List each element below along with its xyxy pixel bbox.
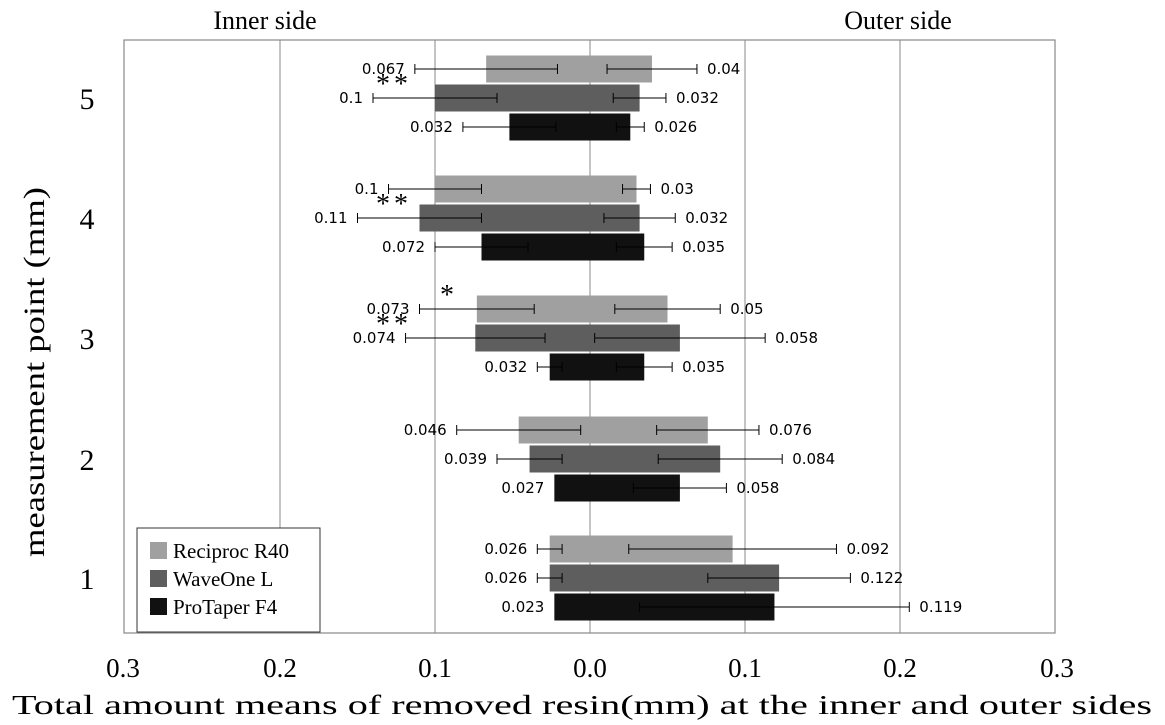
value-label-outer-p5-s1: 0.032 — [676, 89, 719, 107]
y-tick-label-2: 2 — [80, 444, 95, 477]
error-outer-p2-s2 — [632, 483, 727, 493]
value-label-outer-p4-s2: 0.035 — [682, 238, 725, 256]
error-inner-p1-s0 — [536, 544, 563, 554]
value-label-inner-p1-s1: 0.026 — [484, 569, 527, 587]
x-tick-labels: 0.3 0.2 0.1 0.0 0.1 0.2 0.3 — [106, 653, 1074, 683]
value-label-inner-p4-s0: 0.1 — [355, 180, 379, 198]
x-tick-label-4: 0.1 — [728, 653, 762, 683]
value-label-outer-p3-s1: 0.058 — [775, 329, 818, 347]
bar-inner-p1-s2 — [554, 593, 590, 621]
error-inner-p2-s1 — [496, 454, 563, 464]
error-bars — [357, 64, 910, 612]
value-label-inner-p4-s1: 0.11 — [314, 209, 347, 227]
y-tick-labels: 5 4 3 2 1 — [80, 83, 95, 596]
legend-label-1: WaveOne L — [173, 567, 273, 591]
significance-marks: ******* — [376, 69, 458, 340]
bar-inner-p2-s2 — [554, 474, 590, 502]
value-label-outer-p2-s0: 0.076 — [769, 421, 812, 439]
value-label-inner-p2-s1: 0.039 — [444, 450, 487, 468]
value-label-inner-p5-s0: 0.067 — [362, 60, 405, 78]
significance-p3-s1: ** — [376, 309, 412, 340]
error-inner-p3-s0 — [419, 304, 535, 314]
legend-swatch-2 — [150, 598, 167, 615]
error-outer-p1-s1 — [707, 573, 851, 583]
value-labels: 0.067 0.04 0.1 0.032 0.032 0.026 0.1 0.03 0.11 0.… — [314, 60, 962, 616]
value-label-outer-p1-s0: 0.092 — [846, 540, 889, 558]
x-axis-title: Total amount means of removed resin(mm) … — [12, 690, 1152, 720]
error-outer-p3-s1 — [594, 333, 766, 343]
x-tick-label-2: 0.1 — [418, 653, 452, 683]
error-outer-p1-s0 — [628, 544, 837, 554]
value-label-outer-p4-s0: 0.03 — [660, 180, 693, 198]
value-label-inner-p4-s2: 0.072 — [382, 238, 425, 256]
legend-box — [136, 527, 321, 633]
value-label-inner-p3-s1: 0.074 — [353, 329, 396, 347]
outer-side-label: Outer side — [844, 6, 952, 35]
x-tick-label-5: 0.2 — [883, 653, 917, 683]
x-tick-label-1: 0.2 — [263, 653, 297, 683]
value-label-inner-p2-s2: 0.027 — [501, 479, 544, 497]
significance-p5-s1: ** — [376, 69, 412, 100]
value-label-outer-p5-s2: 0.026 — [654, 118, 697, 136]
error-inner-p3-s1 — [405, 333, 546, 343]
inner-side-label: Inner side — [213, 6, 316, 35]
error-inner-p5-s0 — [414, 64, 558, 74]
error-inner-p4-s0 — [388, 184, 482, 194]
value-label-inner-p1-s2: 0.023 — [501, 598, 544, 616]
y-tick-label-5: 5 — [80, 83, 95, 116]
error-inner-p1-s1 — [536, 573, 563, 583]
legend-swatch-1 — [150, 570, 167, 587]
value-label-outer-p3-s0: 0.05 — [730, 300, 763, 318]
value-label-outer-p1-s2: 0.119 — [919, 598, 962, 616]
value-label-inner-p1-s0: 0.026 — [484, 540, 527, 558]
error-outer-p4-s1 — [603, 213, 676, 223]
error-inner-p4-s2 — [434, 242, 529, 252]
error-outer-p3-s2 — [615, 362, 673, 372]
value-label-inner-p5-s1: 0.1 — [339, 89, 363, 107]
significance-p3-s0: * — [440, 280, 458, 311]
x-tick-label-0: 0.3 — [106, 653, 140, 683]
error-outer-p1-s2 — [639, 602, 910, 612]
error-outer-p2-s1 — [657, 454, 783, 464]
error-inner-p3-s2 — [536, 362, 563, 372]
error-inner-p5-s1 — [372, 93, 498, 103]
error-inner-p5-s2 — [462, 122, 557, 132]
value-label-outer-p1-s1: 0.122 — [860, 569, 903, 587]
value-label-outer-p4-s1: 0.032 — [685, 209, 728, 227]
value-label-outer-p3-s2: 0.035 — [682, 358, 725, 376]
value-label-outer-p2-s1: 0.084 — [792, 450, 835, 468]
y-tick-label-3: 3 — [80, 323, 95, 356]
legend-label-2: ProTaper F4 — [173, 595, 278, 619]
error-outer-p5-s2 — [615, 122, 645, 132]
legend: Reciproc R40 WaveOne L ProTaper F4 — [136, 527, 321, 633]
significance-p4-s1: ** — [376, 189, 412, 220]
x-tick-label-3: 0.0 — [573, 653, 607, 683]
error-outer-p2-s0 — [656, 425, 760, 435]
error-outer-p5-s1 — [612, 93, 667, 103]
y-tick-label-4: 4 — [80, 203, 95, 236]
legend-label-0: Reciproc R40 — [173, 539, 289, 563]
value-label-inner-p3-s2: 0.032 — [484, 358, 527, 376]
value-label-inner-p3-s0: 0.073 — [367, 300, 410, 318]
error-outer-p4-s2 — [615, 242, 673, 252]
x-tick-label-6: 0.3 — [1040, 653, 1074, 683]
value-label-inner-p2-s0: 0.046 — [404, 421, 447, 439]
error-outer-p4-s0 — [622, 184, 651, 194]
value-label-outer-p5-s0: 0.04 — [707, 60, 740, 78]
error-inner-p4-s1 — [357, 213, 482, 223]
value-label-inner-p5-s2: 0.032 — [410, 118, 453, 136]
error-inner-p2-s0 — [456, 425, 582, 435]
error-outer-p5-s0 — [606, 64, 698, 74]
y-tick-label-1: 1 — [80, 563, 95, 596]
error-outer-p3-s0 — [614, 304, 721, 314]
legend-swatch-0 — [150, 542, 167, 559]
y-axis-title: measurement point (mm) — [18, 187, 51, 557]
value-label-outer-p2-s2: 0.058 — [736, 479, 779, 497]
plot-area-border — [123, 39, 1056, 634]
